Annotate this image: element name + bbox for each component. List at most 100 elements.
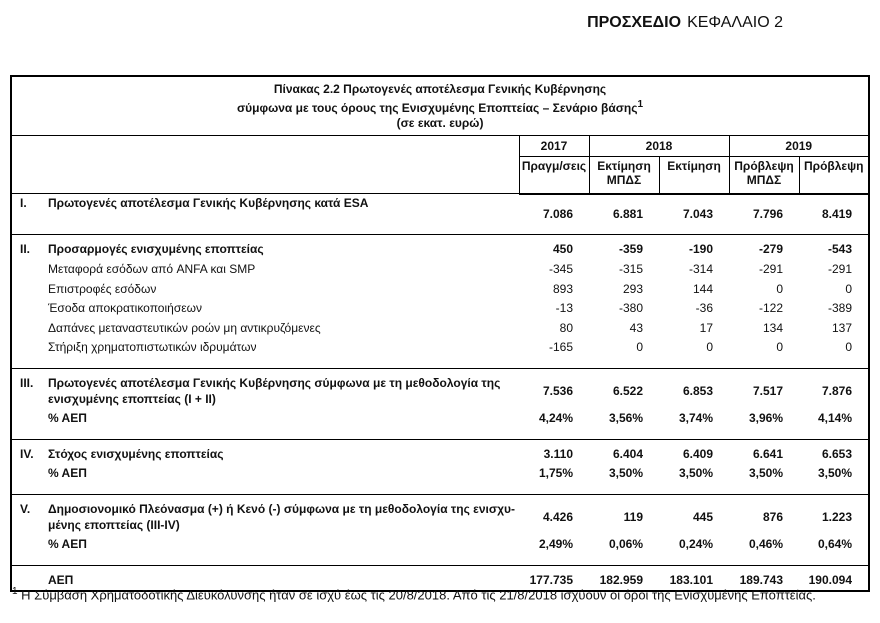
table-title-line1: Πίνακας 2.2 Πρωτογενές αποτέλεσμα Γενική… — [273, 82, 607, 96]
year-header-row: 2017 2018 2019 — [10, 134, 870, 195]
cell-value: 7.796 — [752, 206, 783, 221]
row-label: Πρωτογενές αποτέλεσμα Γενικής Κυβέρνησης… — [48, 196, 369, 211]
cell-value: 6.641 — [752, 446, 783, 461]
row-numeral — [20, 282, 48, 298]
cell-value: 6.881 — [612, 206, 643, 221]
cell-value: -279 — [758, 242, 783, 257]
cell-value: 3.110 — [543, 446, 573, 461]
cell-value: 4,14% — [817, 411, 853, 426]
cell-value: 144 — [692, 281, 713, 296]
cell-value: 8.419 — [821, 206, 853, 221]
row-numeral: II. — [20, 242, 31, 257]
row-numeral — [20, 537, 48, 553]
row-numeral — [20, 262, 48, 278]
cell-value: 0 — [845, 340, 853, 355]
cell-value: 190.094 — [808, 572, 853, 587]
cell-value: 893 — [552, 281, 573, 296]
row-label: Έσοδα αποκρατικοποιήσεων — [48, 301, 202, 316]
primary-balance-table: Πίνακας 2.2 Πρωτογενές αποτέλεσμα Γενική… — [10, 75, 871, 593]
cell-value: 80 — [559, 320, 573, 335]
year-header-2017: 2017 — [518, 134, 590, 157]
row-label: Δημοσιονομικό Πλεόνασμα (+) ή Κενό (-) σ… — [48, 501, 515, 532]
cell-value: 189.743 — [739, 572, 783, 587]
cell-value: 0,46% — [748, 537, 783, 552]
table-row: III. Πρωτογενές αποτέλεσμα Γενικής Κυβέρν… — [11, 368, 869, 409]
cell-value: -345 — [548, 261, 573, 276]
table-row: % ΑΕΠ 4,24% 3,56% 3,74% 3,96% 4,14% — [11, 409, 869, 429]
cell-value: 177.735 — [529, 572, 573, 587]
cell-value: -380 — [618, 301, 643, 316]
col-header-estimate: Εκτίμηση — [658, 155, 730, 195]
row-label: % ΑΕΠ — [48, 411, 87, 426]
row-label: % ΑΕΠ — [48, 537, 87, 552]
cell-value: 3,74% — [678, 411, 713, 426]
table-row: V. Δημοσιονομικό Πλεόνασμα (+) ή Κενό (-)… — [11, 494, 869, 535]
row-label: Μεταφορά εσόδων από ANFA και SMP — [48, 261, 256, 276]
cell-value: 4,24% — [538, 411, 573, 426]
cell-value: 0 — [636, 340, 643, 355]
cell-value: 134 — [762, 320, 783, 335]
cell-value: 7.043 — [682, 206, 713, 221]
cell-value: 3,50% — [817, 466, 853, 481]
row-label: Πρωτογενές αποτέλεσμα Γενικής Κυβέρνησης… — [48, 375, 501, 406]
row-label: % ΑΕΠ — [48, 466, 87, 481]
cell-value: 1.223 — [821, 509, 853, 524]
cell-value: -314 — [688, 261, 713, 276]
cell-value: 445 — [692, 509, 713, 524]
row-label: ΑΕΠ — [48, 572, 74, 587]
cell-value: 0,64% — [817, 537, 853, 552]
draft-label: ΠΡΟΣΧΕΔΙΟ — [587, 14, 682, 31]
section-divider — [11, 357, 870, 369]
table-title-line2: σύμφωνα με τους όρους της Ενισχυμένης Επ… — [236, 98, 644, 115]
cell-value: 6.853 — [682, 383, 713, 398]
row-numeral — [20, 466, 48, 482]
cell-value: 0 — [706, 340, 713, 355]
row-label: Στήριξη χρηματοπιστωτικών ιδρυμάτων — [48, 340, 257, 355]
cell-value: -359 — [618, 242, 643, 257]
row-label: Επιστροφές εσόδων — [48, 281, 157, 296]
column-header-row: Πραγμ/σεις Εκτίμηση ΜΠΔΣ Εκτίμηση Πρόβλε… — [11, 155, 870, 195]
cell-value: 876 — [762, 509, 783, 524]
section-divider — [11, 224, 870, 236]
row-numeral — [20, 321, 48, 337]
footnote-text: Η Σύμβαση Χρηματοδοτικής Διευκόλυνσης ήτ… — [17, 587, 816, 603]
cell-value: -291 — [827, 261, 853, 276]
cell-value: 0 — [845, 281, 853, 296]
cell-value: 17 — [699, 320, 713, 335]
col-header-estimate-mtfs: Εκτίμηση ΜΠΔΣ — [588, 155, 660, 195]
section-divider — [11, 554, 870, 566]
table-row: Μεταφορά εσόδων από ANFA και SMP -345 -3… — [11, 260, 869, 280]
cell-value: 0,06% — [608, 537, 643, 552]
cell-value: 450 — [552, 242, 573, 257]
cell-value: 3,50% — [748, 466, 783, 481]
cell-value: -291 — [758, 261, 783, 276]
table-row: Στήριξη χρηματοπιστωτικών ιδρυμάτων -165… — [11, 338, 869, 358]
table-footnote: 1 Η Σύμβαση Χρηματοδοτικής Διευκόλυνσης … — [12, 585, 874, 604]
cell-value: 137 — [831, 320, 853, 335]
cell-value: -389 — [827, 301, 853, 316]
year-header-2019: 2019 — [728, 134, 870, 157]
page-header: ΠΡΟΣΧΕΔΙΟ ΚΕΦΑΛΑΙΟ 2 — [587, 14, 783, 32]
row-numeral: III. — [20, 375, 34, 390]
table-row: Δαπάνες μεταναστευτικών ροών μη αντικρυζ… — [11, 319, 869, 339]
table-row: II. Προσαρμογές ενισχυμένης εποπτείας 450… — [11, 235, 869, 260]
row-numeral — [20, 411, 48, 427]
section-divider — [11, 428, 870, 440]
table-row: IV. Στόχος ενισχυμένης εποπτείας 3.110 6.… — [11, 439, 869, 464]
cell-value: 4.426 — [542, 509, 573, 524]
footnote-marker: 1 — [12, 586, 18, 597]
table-container: Πίνακας 2.2 Πρωτογενές αποτέλεσμα Γενική… — [10, 75, 871, 593]
cell-value: 183.101 — [669, 572, 713, 587]
table-row: Έσοδα αποκρατικοποιήσεων -13 -380 -36 -1… — [11, 299, 869, 319]
cell-value: 2,49% — [538, 537, 573, 552]
cell-value: 0,24% — [678, 537, 713, 552]
table-row: Επιστροφές εσόδων 893 293 144 0 0 — [11, 280, 869, 300]
table-title-line3: (σε εκατ. ευρώ) — [396, 116, 484, 131]
cell-value: 1,75% — [538, 466, 573, 481]
cell-value: 6.653 — [821, 446, 853, 461]
section-divider — [11, 483, 870, 495]
cell-value: 3,56% — [608, 411, 643, 426]
cell-value: -13 — [555, 301, 573, 316]
row-numeral: I. — [20, 196, 27, 211]
row-numeral: IV. — [20, 446, 34, 461]
